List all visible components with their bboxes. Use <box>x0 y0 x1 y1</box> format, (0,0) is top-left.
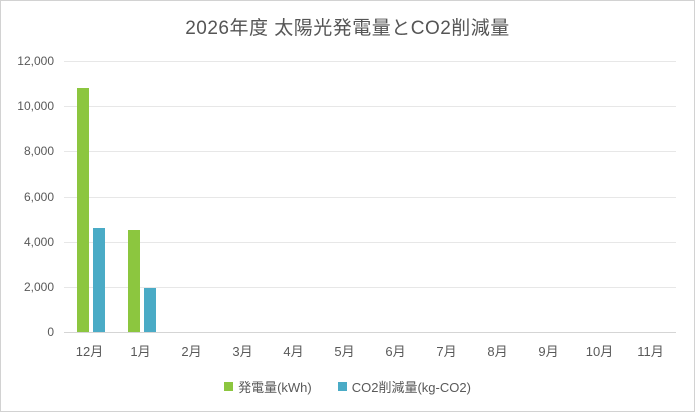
x-tick-label: 2月 <box>181 344 202 359</box>
gridline <box>64 241 676 243</box>
bar-co2-12月 <box>93 228 105 332</box>
y-tick-label: 0 <box>47 325 54 339</box>
x-tick-label: 7月 <box>436 344 457 359</box>
legend: 発電量(kWh) CO2削減量(kg-CO2) <box>1 377 694 396</box>
gridline <box>64 151 676 153</box>
x-tick-label: 11月 <box>637 344 664 359</box>
y-tick-label: 6,000 <box>23 189 54 204</box>
legend-label-co2: CO2削減量(kg-CO2) <box>351 380 471 395</box>
legend-item-co2: CO2削減量(kg-CO2) <box>337 377 471 396</box>
gridline <box>64 61 676 62</box>
x-tick-label: 9月 <box>538 344 559 359</box>
bar-co2-1月 <box>144 287 156 332</box>
y-tick-label: 12,000 <box>17 54 54 68</box>
x-tick-label: 8月 <box>487 344 508 359</box>
x-tick-label: 12月 <box>75 344 104 359</box>
legend-swatch-co2 <box>337 382 347 391</box>
x-tick-label: 5月 <box>334 344 355 359</box>
x-tick-label: 6月 <box>385 344 406 359</box>
x-tick-label: 4月 <box>283 344 304 359</box>
legend-label-generation: 発電量(kWh) <box>238 380 312 395</box>
legend-item-generation: 発電量(kWh) <box>224 377 312 396</box>
plot-area <box>64 61 676 333</box>
bar-generation-12月 <box>77 88 89 332</box>
x-tick-label: 1月 <box>130 344 151 359</box>
gridline <box>64 196 676 198</box>
bar-generation-1月 <box>128 230 140 332</box>
chart-title: 2026年度 太陽光発電量とCO2削減量 <box>185 18 510 39</box>
y-tick-label: 10,000 <box>17 99 54 114</box>
x-axis-line <box>64 332 676 333</box>
y-tick-label: 2,000 <box>23 279 54 294</box>
gridline <box>64 286 676 288</box>
x-tick-label: 3月 <box>232 344 253 359</box>
gridline <box>64 106 676 108</box>
y-tick-label: 4,000 <box>23 234 54 249</box>
legend-swatch-generation <box>224 382 234 391</box>
y-tick-label: 8,000 <box>23 144 54 159</box>
x-tick-label: 10月 <box>585 344 614 359</box>
